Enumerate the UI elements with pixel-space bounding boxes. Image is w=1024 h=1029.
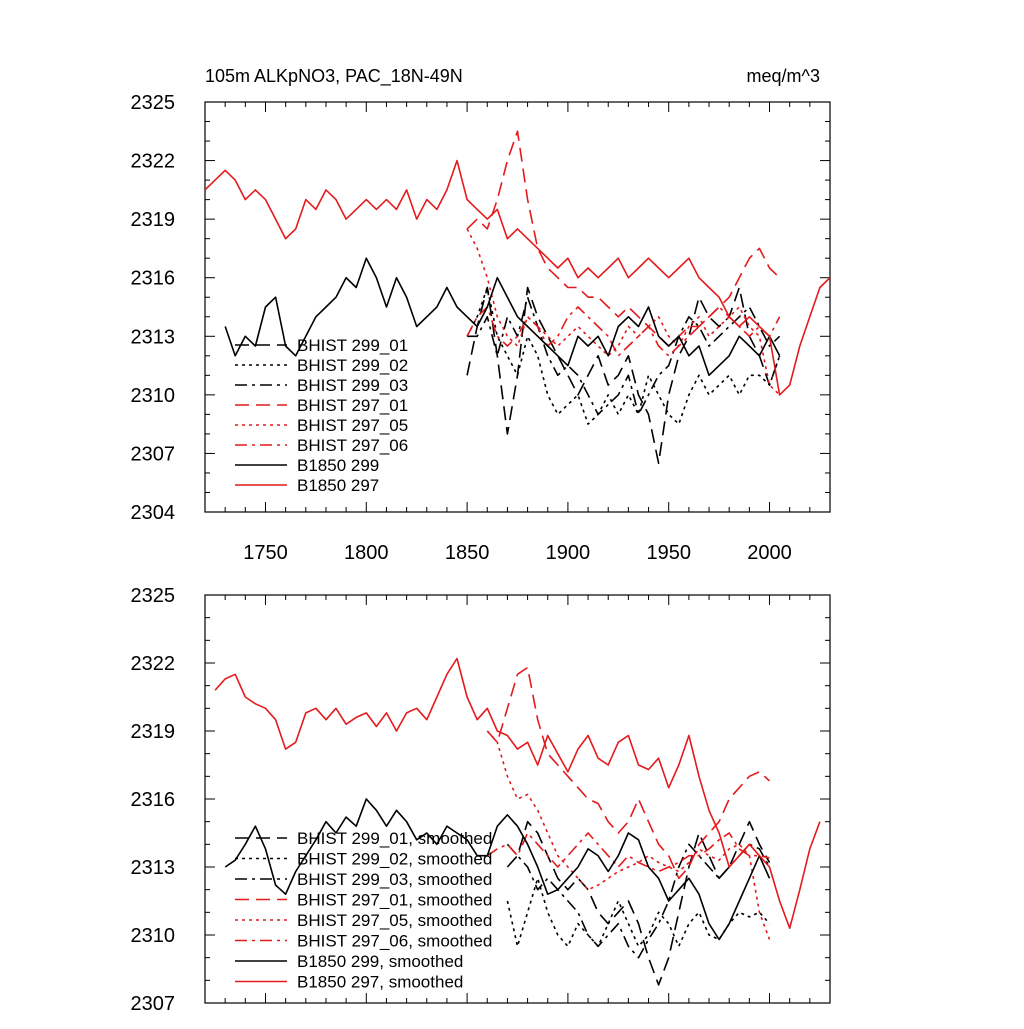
series-line-3 [466, 130, 781, 347]
plot-frame [204, 101, 831, 513]
series-line-6 [224, 798, 771, 941]
y-tick-label: 2325 [131, 92, 176, 114]
x-tick-label: 2000 [747, 542, 792, 564]
x-tick-label: 1800 [344, 542, 389, 564]
x-tick-label: 1850 [445, 542, 490, 564]
series-line-7 [214, 657, 821, 930]
y-tick-label: 2307 [131, 443, 176, 465]
y-tick-label: 2319 [131, 721, 176, 743]
x-tick-label: 1750 [243, 542, 288, 564]
y-tick-label: 2310 [131, 385, 176, 407]
y-tick-label: 2307 [131, 993, 176, 1015]
y-tick-label: 2322 [131, 653, 176, 675]
series-line-2 [467, 296, 781, 416]
chart-units: meq/m^3 [747, 66, 820, 86]
y-tick-label: 2313 [131, 326, 176, 348]
series-line-0 [506, 820, 771, 986]
series-line-4 [486, 730, 771, 940]
legend-label: BHIST 299_01 [297, 336, 408, 355]
top-panel: 1750 1800 1850 1900 1950 2000 2304 2307 2310 2313… [131, 66, 831, 564]
legend-label: BHIST 297_01, smoothed [297, 891, 492, 910]
x-tick-label: 1900 [546, 542, 591, 564]
y-tick-label: 2316 [131, 268, 176, 290]
y-tick-label: 2310 [131, 925, 176, 947]
legend-label: B1850 299, smoothed [297, 952, 463, 971]
legend-label: B1850 297 [297, 476, 379, 495]
legend-label: BHIST 297_06, smoothed [297, 932, 492, 951]
series-group [214, 657, 821, 986]
y-tick-label: 2316 [131, 789, 176, 811]
series-line-2 [506, 843, 771, 959]
series-line-6 [224, 257, 781, 377]
legend-label: BHIST 299_02 [297, 356, 408, 375]
y-tick-label: 2325 [131, 585, 176, 607]
x-tick-label: 1950 [646, 542, 691, 564]
y-tick-label: 2313 [131, 857, 176, 879]
series-line-1 [466, 286, 781, 425]
legend-label: B1850 299 [297, 456, 379, 475]
y-tick-label: 2322 [131, 151, 176, 173]
legend-label: BHIST 297_06 [297, 436, 408, 455]
series-group [205, 130, 830, 465]
legend-label: BHIST 299_03, smoothed [297, 870, 492, 889]
legend-label: BHIST 299_03 [297, 376, 408, 395]
series-line-4 [466, 228, 781, 396]
legend-label: BHIST 297_05 [297, 416, 408, 435]
series-line-7 [205, 159, 830, 396]
y-tick-label: 2319 [131, 209, 176, 231]
legend-label: B1850 297, smoothed [297, 973, 463, 992]
legend-label: BHIST 299_02, smoothed [297, 850, 492, 869]
legend-label: BHIST 299_01, smoothed [297, 829, 492, 848]
series-line-3 [486, 666, 771, 880]
legend-label: BHIST 297_05, smoothed [297, 911, 492, 930]
legend-label: BHIST 297_01 [297, 396, 408, 415]
series-line-5 [486, 832, 770, 873]
chart-title: 105m ALKpNO3, PAC_18N-49N [205, 66, 463, 87]
y-tick-label: 2304 [131, 502, 176, 524]
series-line-1 [506, 877, 771, 948]
bottom-panel: 2307 2310 2313 2316 2319 2322 2325 BHIST 299_01… [131, 585, 831, 1015]
